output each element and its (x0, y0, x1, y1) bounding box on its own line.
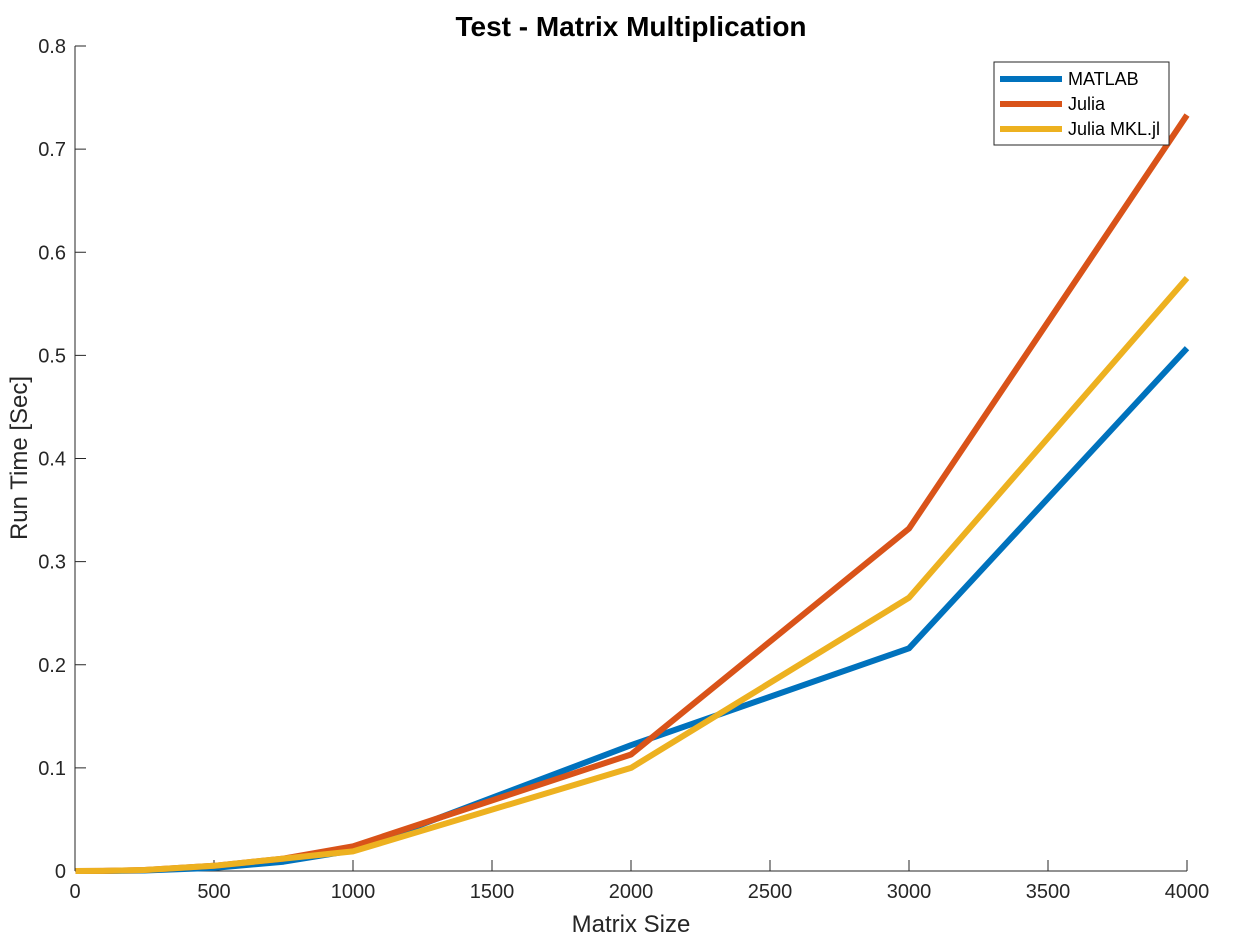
legend-label: Julia (1068, 94, 1106, 114)
x-tick-label: 500 (197, 881, 230, 903)
axes: 0 500 1000 1500 2000 2500 3000 3500 4000 0 0.1 0.2 0… (38, 36, 1209, 903)
legend-label: MATLAB (1068, 69, 1139, 89)
x-tick-label: 2500 (748, 881, 793, 903)
y-tick-label: 0.7 (38, 139, 66, 161)
y-tick-label: 0.1 (38, 758, 66, 780)
x-axis-label: Matrix Size (572, 911, 691, 938)
x-tick-label: 0 (69, 881, 80, 903)
y-tick-label: 0 (55, 861, 66, 883)
legend-label: Julia MKL.jl (1068, 119, 1160, 139)
y-tick-label: 0.2 (38, 655, 66, 677)
y-tick-label: 0.8 (38, 36, 66, 58)
series-lines (75, 113, 1190, 874)
x-tick-label: 1000 (331, 881, 376, 903)
series-line-julia-mkl-jl (75, 276, 1190, 874)
x-tick-label: 2000 (609, 881, 654, 903)
y-axis-label: Run Time [Sec] (6, 376, 33, 540)
series-line-matlab (75, 346, 1190, 874)
legend-item-julia[interactable]: Julia (1000, 94, 1106, 114)
series-line-julia (75, 113, 1190, 874)
x-tick-label: 1500 (470, 881, 515, 903)
y-tick-label: 0.6 (38, 242, 66, 264)
y-tick-label: 0.5 (38, 345, 66, 367)
legend[interactable]: MATLAB Julia Julia MKL.jl (993, 61, 1170, 146)
legend-item-julia-mkl-jl[interactable]: Julia MKL.jl (1000, 119, 1160, 139)
x-tick-label: 4000 (1165, 881, 1210, 903)
chart-title: Test - Matrix Multiplication (455, 11, 806, 42)
y-tick-label: 0.4 (38, 449, 66, 471)
y-tick-label: 0.3 (38, 552, 66, 574)
legend-item-matlab[interactable]: MATLAB (1000, 69, 1139, 89)
x-tick-label: 3500 (1026, 881, 1071, 903)
x-tick-label: 3000 (887, 881, 932, 903)
